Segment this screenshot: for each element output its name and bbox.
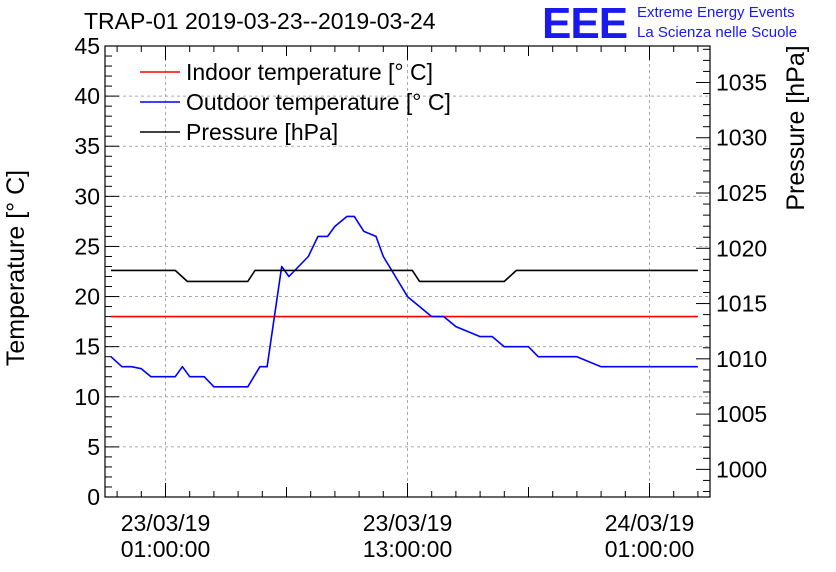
left-tick-label: 45 — [74, 33, 100, 59]
legend-label: Pressure [hPa] — [186, 119, 338, 145]
x-tick-time-label: 01:00:00 — [121, 536, 211, 562]
left-tick-label: 10 — [74, 384, 100, 410]
right-tick-label: 1035 — [716, 69, 767, 95]
right-tick-label: 1025 — [716, 180, 767, 206]
right-tick-label: 1030 — [716, 125, 767, 151]
right-tick-label: 1020 — [716, 235, 767, 261]
x-tick-date-label: 23/03/19 — [121, 510, 211, 536]
right-tick-label: 1015 — [716, 291, 767, 317]
x-tick-time-label: 13:00:00 — [363, 536, 453, 562]
chart-title: TRAP-01 2019-03-23--2019-03-24 — [84, 8, 436, 34]
right-tick-label: 1000 — [716, 456, 767, 482]
left-tick-label: 30 — [74, 183, 100, 209]
x-tick-date-label: 24/03/19 — [605, 510, 695, 536]
left-tick-label: 25 — [74, 233, 100, 259]
left-tick-label: 15 — [74, 334, 100, 360]
legend-label: Outdoor temperature [° C] — [186, 89, 451, 115]
left-tick-label: 5 — [87, 434, 100, 460]
legend-label: Indoor temperature [° C] — [186, 59, 433, 85]
logo-line-2: La Scienza nelle Scuole — [637, 24, 798, 41]
x-tick-date-label: 23/03/19 — [363, 510, 453, 536]
series-outdoor-temperature — [110, 215, 698, 388]
x-tick-time-label: 01:00:00 — [605, 536, 695, 562]
logo-line-1: Extreme Energy Events — [637, 4, 795, 21]
left-tick-label: 40 — [74, 83, 100, 109]
left-tick-label: 20 — [74, 284, 100, 310]
series-pressure — [111, 269, 698, 283]
eee-logo: EEE — [542, 0, 628, 48]
left-tick-label: 0 — [87, 484, 100, 510]
left-tick-label: 35 — [74, 133, 100, 159]
right-tick-label: 1005 — [716, 401, 767, 427]
y-axis-left-label: Temperature [° C] — [2, 169, 30, 367]
right-tick-label: 1010 — [716, 346, 767, 372]
y-axis-right-label: Pressure [hPa] — [782, 45, 810, 211]
